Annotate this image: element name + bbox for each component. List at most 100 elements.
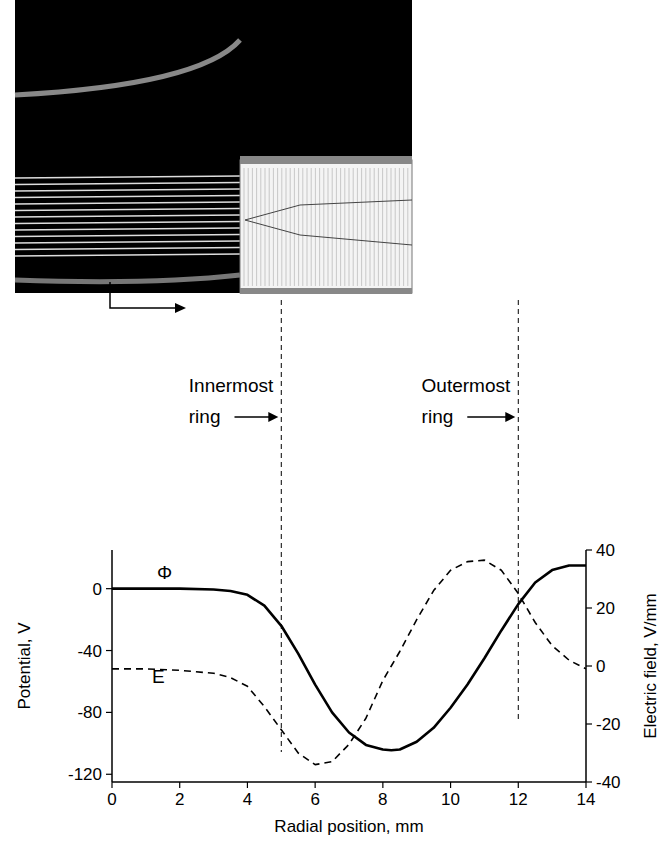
x-tick [315,782,316,788]
y2-axis-title: Electric field, V/mm [641,593,660,738]
mesh-line [260,168,261,286]
mesh-line [286,168,287,286]
mesh-line [395,168,396,286]
y2-tick [586,607,592,608]
mesh-line [361,168,362,286]
mesh-line [265,168,266,286]
y-tick-label: -120 [68,765,102,784]
mesh-line [273,168,274,286]
mesh-line [323,168,324,286]
mesh-line [344,168,345,286]
x-tick [450,782,451,788]
ring-stripe [15,202,240,204]
mesh-line [319,168,320,286]
x-axis-title: Radial position, mm [274,817,423,836]
ring-stripe [15,254,240,256]
mesh-line [252,168,253,286]
ring-stripe [15,222,240,224]
mesh-line [353,168,354,286]
series-label: Φ [157,562,172,583]
mesh-border [240,288,412,294]
ring-stripe [15,209,240,211]
ring-label-text: Outermostring [422,375,511,427]
mesh-line [365,168,366,286]
y2-tick [586,665,592,666]
series-label: E [152,666,165,687]
y2-tick-label: 0 [596,657,605,676]
ring-arrowhead [268,412,278,422]
series-line [112,560,586,764]
mesh-line [328,168,329,286]
mesh-line [290,168,291,286]
series-line [112,565,586,750]
ring-marker [281,300,282,752]
y-axis-title: Potential, V [15,622,34,710]
ring-arrow [234,416,269,418]
mesh-line [302,168,303,286]
mesh-line [244,168,245,286]
x-tick-label: 4 [243,790,252,809]
ring-stripe [15,235,240,237]
x-tick [518,782,519,788]
photo [15,0,412,294]
y-tick [106,588,112,589]
axis-arrow [110,282,178,308]
mesh-line [315,168,316,286]
y-axis-line [111,550,113,782]
x-tick-label: 14 [577,790,596,809]
mesh-line [311,168,312,286]
ring-stripe [15,228,240,230]
ring-marker [518,300,519,720]
y-tick [106,774,112,775]
mesh-line [307,168,308,286]
ring-stripe [15,196,240,198]
mesh-line [403,168,404,286]
ring-stripe [15,183,240,185]
y-tick-label: -80 [77,703,102,722]
ring-stripe [15,215,240,217]
y2-tick-label: 20 [596,599,615,618]
y2-tick [586,549,592,550]
mesh-line [336,168,337,286]
x-tick-label: 6 [310,790,319,809]
ring-stripe [15,176,240,178]
y2-tick [586,781,592,782]
mesh-line [349,168,350,286]
x-axis-line [112,781,586,783]
y-tick-label: 0 [93,580,102,599]
mesh-inset [240,160,412,293]
x-tick [179,782,180,788]
x-tick-label: 8 [378,790,387,809]
y-tick [106,712,112,713]
ring-arrowhead [505,412,515,422]
mesh-line [407,168,408,286]
mesh-border [240,156,412,164]
ring-label: Outermostring [422,375,511,427]
ring-arrow [467,416,506,418]
mesh-line [281,168,282,286]
mesh-line [391,168,392,286]
x-tick-label: 0 [107,790,116,809]
curves [112,560,586,764]
mesh-line [378,168,379,286]
y2-tick [586,723,592,724]
axis-arrowhead [175,303,186,313]
mesh-line [248,168,249,286]
mesh-line [298,168,299,286]
x-tick [111,782,112,788]
ring-stripe [15,241,240,243]
y-tick [106,650,112,651]
x-tick-label: 10 [441,790,460,809]
mesh-line [256,168,257,286]
x-tick-label: 2 [175,790,184,809]
ring-stripe [15,189,240,191]
mesh-line [382,168,383,286]
x-tick [585,782,586,788]
mesh-line [399,168,400,286]
x-tick [382,782,383,788]
mesh-line [370,168,371,286]
ring-label: Innermostring [189,375,274,427]
mesh-line [277,168,278,286]
x-tick [247,782,248,788]
ring-arc [15,40,240,95]
